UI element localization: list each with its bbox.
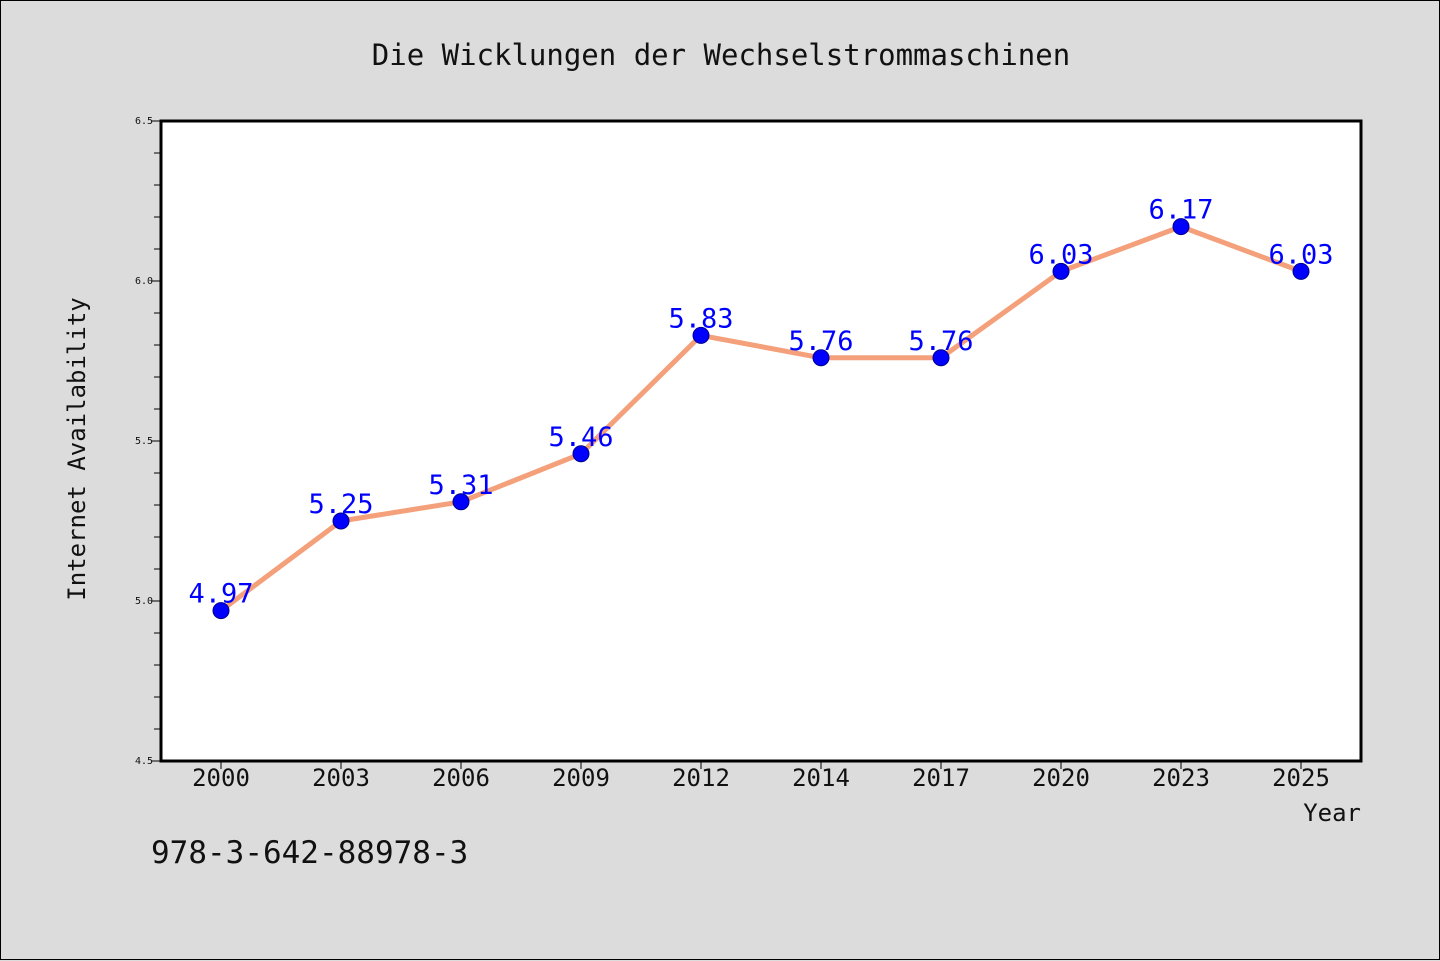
- data-label: 4.97: [188, 579, 253, 610]
- book-code: 978-3-642-88978-3: [151, 835, 469, 871]
- data-label: 5.31: [428, 470, 493, 501]
- data-label: 5.76: [788, 326, 853, 357]
- data-point: [692, 326, 710, 344]
- data-point: [932, 349, 950, 367]
- data-point: [572, 445, 590, 463]
- data-point: [452, 493, 470, 511]
- chart-title: Die Wicklungen der Wechselstrommaschinen: [372, 38, 1070, 72]
- x-tick-label: 2009: [552, 764, 610, 792]
- data-point: [1052, 262, 1070, 280]
- data-label: 5.76: [908, 326, 973, 357]
- x-tick-label: 2000: [192, 764, 250, 792]
- axis-ticks: 4.5 5.0 5.5 6.0 6.5 2000 2003 2006 2009 2012 2014 2…: [135, 116, 1330, 792]
- data-label: 5.83: [668, 303, 733, 334]
- y-tick-label: 5.0: [135, 596, 153, 607]
- data-label: 6.17: [1148, 195, 1213, 226]
- series-layer: 4.97 5.25 5.31 5.46 5.83 5.76 5.76 6.03 6.17 6.03: [188, 195, 1334, 620]
- data-point: [1172, 218, 1190, 236]
- data-point: [332, 512, 350, 530]
- series-line: [218, 224, 1304, 614]
- plot-area: [159, 119, 1363, 763]
- data-label: 6.03: [1268, 239, 1333, 270]
- x-tick-label: 2020: [1032, 764, 1090, 792]
- y-tick-label: 5.5: [135, 436, 153, 447]
- data-label: 5.46: [548, 422, 613, 453]
- data-point: [212, 602, 230, 620]
- x-tick-label: 2014: [792, 764, 850, 792]
- y-tick-label: 6.0: [135, 276, 153, 287]
- data-label: 5.25: [308, 489, 373, 520]
- x-tick-label: 2012: [672, 764, 730, 792]
- data-point: [812, 349, 830, 367]
- y-axis-label: Internet Availability: [63, 297, 91, 600]
- x-axis-label: Year: [1303, 799, 1361, 827]
- x-tick-label: 2003: [312, 764, 370, 792]
- x-tick-label: 2017: [912, 764, 970, 792]
- y-tick-label: 6.5: [135, 116, 153, 127]
- x-tick-label: 2006: [432, 764, 490, 792]
- x-tick-label: 2023: [1152, 764, 1210, 792]
- data-label: 6.03: [1028, 239, 1093, 270]
- y-tick-label: 4.5: [135, 756, 153, 767]
- data-point: [1292, 262, 1310, 280]
- x-tick-label: 2025: [1272, 764, 1330, 792]
